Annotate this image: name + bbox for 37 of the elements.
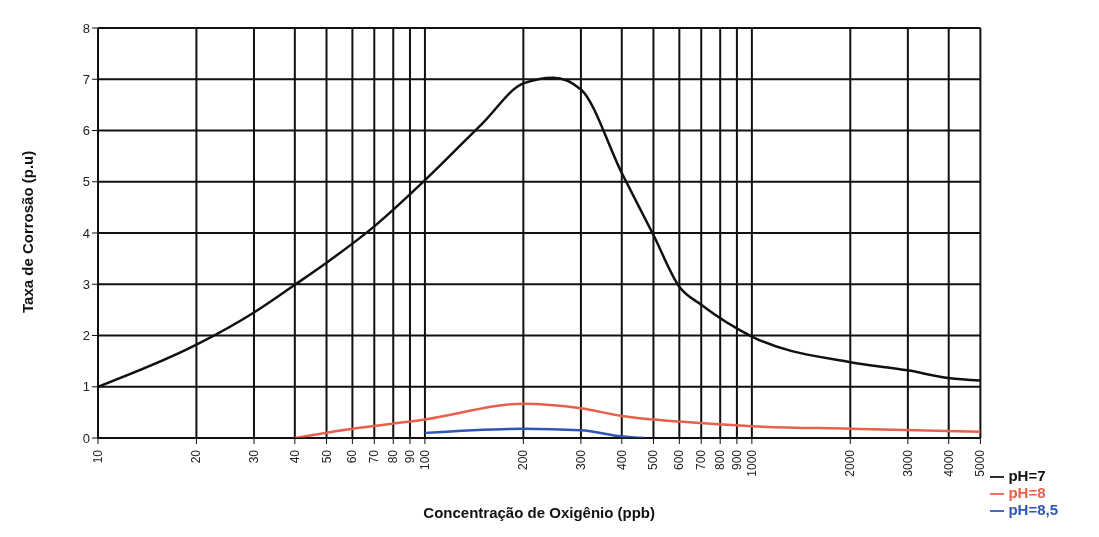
y-axis-title: Taxa de Corrosão (p.u) [19,150,37,313]
y-tick-label: 4 [82,225,90,241]
x-tick-label: 4000 [941,449,956,477]
x-tick-label: 400 [614,449,629,471]
legend-label: pH=8,5 [1008,500,1058,518]
legend-label: pH=7 [1008,466,1046,484]
x-tick-label: 2000 [843,449,858,477]
x-tick-label: 70 [367,449,382,464]
x-tick-label: 700 [694,449,709,471]
x-axis-title: Concentração de Oxigênio (ppb) [423,504,656,521]
y-tick-label: 0 [82,430,90,446]
x-tick-label: 80 [386,449,401,464]
x-tick-label: 100 [417,449,432,471]
x-tick-label: 40 [287,449,302,464]
x-tick-label: 800 [713,449,728,471]
x-tick-label: 20 [189,449,204,464]
x-tick-label: 600 [672,449,687,471]
x-tick-label: 50 [319,449,334,464]
x-tick-label: 900 [729,449,744,471]
x-tick-label: 5000 [973,449,988,477]
y-tick-label: 5 [82,174,90,190]
y-tick-label: 3 [82,276,90,292]
x-tick-label: 200 [516,449,531,471]
y-tick-label: 7 [82,71,90,87]
y-tick-label: 1 [82,379,90,395]
x-tick-label: 10 [91,449,105,464]
y-tick-label: 8 [82,20,90,36]
x-tick-label: 3000 [900,449,915,477]
x-tick-label: 500 [646,449,661,471]
y-tick-label: 6 [82,123,90,139]
legend-label: pH=8 [1008,483,1046,501]
x-tick-label: 90 [402,449,417,464]
x-tick-label: 30 [246,449,261,464]
y-tick-label: 2 [82,328,90,344]
x-tick-label: 1000 [744,449,759,477]
x-tick-label: 300 [573,449,588,471]
x-tick-label: 60 [345,449,360,464]
